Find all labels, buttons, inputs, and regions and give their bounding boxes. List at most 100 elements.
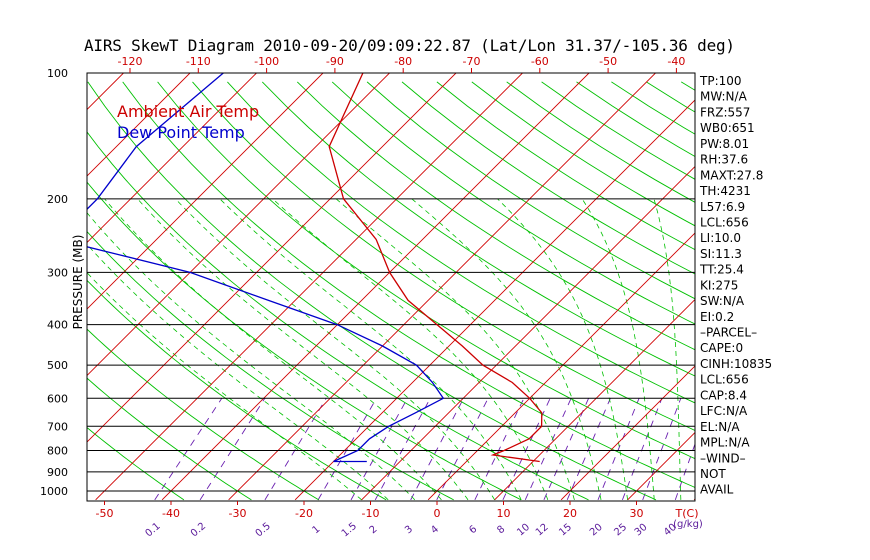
stat-item: EI:0.2	[700, 310, 734, 324]
stat-item: LCL:656	[700, 373, 749, 387]
dry-adiabat-line	[227, 81, 695, 404]
bottom-temp-tick-label: 30	[630, 507, 644, 520]
bottom-temp-tick-label: 10	[497, 507, 511, 520]
top-temp-tick-label: -70	[463, 55, 481, 68]
stat-item: LFC:N/A	[700, 404, 748, 418]
ambient-temp-line	[328, 73, 543, 463]
mixing-ratio-unit: (g/kg)	[673, 519, 703, 530]
stat-item: PW:8.01	[700, 137, 749, 151]
moist-adiabat-line	[175, 198, 495, 501]
dry-adiabat-line	[261, 81, 695, 377]
mixing-ratio-line	[474, 398, 525, 501]
stat-item: –PARCEL–	[700, 326, 757, 340]
isotherm-line	[87, 73, 324, 310]
mixing-ratio-line	[543, 398, 589, 501]
dry-adiabat-line	[157, 81, 695, 460]
dry-adiabat-line	[436, 81, 695, 251]
legend: Ambient Air Temp Dew Point Temp	[117, 102, 259, 142]
pressure-tick-label: 600	[47, 392, 68, 405]
stat-item: FRZ:557	[700, 105, 750, 119]
moist-adiabat-line	[497, 198, 628, 500]
stat-item: NOT	[700, 467, 726, 481]
dewpoint-temp-line	[87, 73, 445, 463]
dry-adiabat-line	[87, 328, 320, 501]
mixing-ratio-label: 6	[467, 524, 479, 537]
mixing-ratio-line	[199, 398, 266, 501]
stat-item: WB0:651	[700, 121, 755, 135]
mixing-ratio-label: 0.1	[143, 521, 162, 540]
moist-adiabat-line	[104, 198, 442, 501]
mixing-ratio-line	[350, 398, 408, 501]
mixing-ratio-line	[621, 398, 663, 501]
dry-adiabat-line	[87, 131, 589, 501]
mixing-ratio-label: 30	[633, 522, 650, 539]
isotherm-line	[0, 73, 57, 500]
stat-item: MAXT:27.8	[700, 168, 763, 182]
plot-frame	[86, 72, 696, 502]
isotherm-line	[361, 165, 695, 501]
moist-adiabat-line	[219, 198, 522, 501]
isotherm-line	[761, 73, 870, 500]
top-temp-tick-label: -110	[186, 55, 211, 68]
dry-adiabat-line	[296, 81, 695, 351]
isotherm-line	[161, 73, 590, 501]
isotherm-line	[427, 232, 695, 501]
mixing-ratio-lines	[154, 398, 695, 501]
top-temp-tick-label: -80	[394, 55, 412, 68]
mixing-ratio-line	[410, 398, 464, 501]
mixing-ratio-label: 15	[557, 522, 574, 539]
mixing-ratio-label: 0.5	[254, 521, 273, 540]
top-temp-tick-label: -50	[599, 55, 617, 68]
stat-item: CINH:10835	[700, 357, 772, 371]
mixing-ratio-line	[524, 398, 572, 501]
pressure-tick-label: 500	[47, 359, 68, 372]
isotherm-line	[228, 73, 656, 501]
mixing-ratio-line	[597, 398, 640, 501]
top-temp-tick-label: -100	[254, 55, 279, 68]
bottom-temp-tick-label: 0	[434, 507, 441, 520]
isotherm-line	[294, 99, 695, 501]
isotherm-line	[560, 365, 695, 501]
stat-item: CAPE:0	[700, 341, 743, 355]
dry-adiabat-line	[87, 230, 454, 501]
dry-adiabats	[87, 81, 695, 501]
dry-adiabat-line	[122, 81, 695, 488]
dry-adiabat-line	[87, 377, 252, 501]
stat-item: MPL:N/A	[700, 436, 750, 450]
stat-item: TH:4231	[699, 184, 751, 198]
pressure-tick-label: 200	[47, 193, 68, 206]
mixing-ratio-label: 10	[515, 522, 532, 539]
stat-item: CAP:8.4	[700, 388, 747, 402]
stat-item: L57:6.9	[700, 200, 745, 214]
moist-adiabat-line	[87, 212, 416, 501]
stat-item: TP:100	[699, 74, 742, 88]
mixing-ratio-label: 4	[429, 524, 441, 537]
stat-item: SW:N/A	[700, 294, 745, 308]
mixing-ratio-label: 1	[311, 524, 323, 537]
pressure-tick-label: 1000	[40, 485, 68, 498]
moist-adiabat-line	[335, 198, 575, 501]
moist-adiabat-line	[653, 198, 682, 500]
isotherm-line	[87, 73, 124, 111]
stat-item: KI:275	[700, 278, 738, 292]
dry-adiabat-line	[87, 81, 657, 501]
isotherm-line	[494, 298, 695, 501]
legend-dewpoint-temp: Dew Point Temp	[117, 123, 245, 142]
isotherm-line	[87, 73, 191, 177]
stat-item: RH:37.6	[700, 153, 748, 167]
sounding-series	[87, 73, 543, 463]
mixing-ratio-line	[374, 398, 431, 501]
isotherm-line	[827, 73, 870, 500]
dry-adiabat-line	[192, 81, 695, 431]
mixing-ratio-line	[674, 442, 695, 501]
bottom-temp-tick-label: 20	[563, 507, 577, 520]
dry-adiabat-line	[401, 81, 695, 275]
moist-adiabat-line	[87, 243, 389, 501]
mixing-ratio-label: 2	[368, 524, 380, 537]
dry-adiabat-line	[506, 81, 695, 203]
mixing-ratio-label: 1.5	[340, 521, 359, 540]
isotherm-line	[87, 73, 457, 443]
chart-title: AIRS SkewT Diagram 2010-09-20/09:09:22.8…	[84, 36, 735, 55]
stat-item: LCL:656	[700, 215, 749, 229]
top-temp-tick-label: -120	[118, 55, 143, 68]
